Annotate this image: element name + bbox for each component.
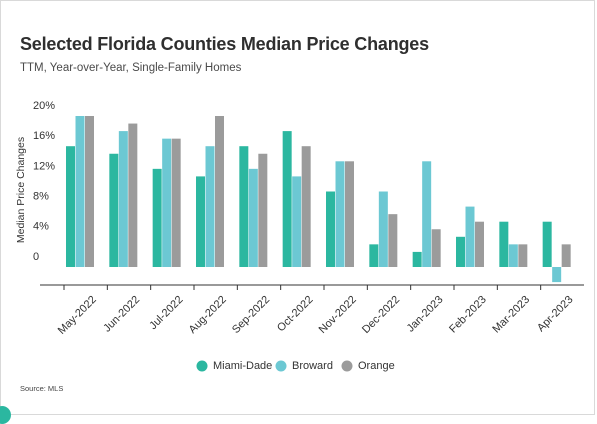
bar-miami-dade-may-2022 bbox=[66, 146, 75, 267]
legend-label: Orange bbox=[358, 360, 395, 372]
chart-title: Selected Florida Counties Median Price C… bbox=[20, 34, 429, 54]
bar-broward-mar-2023 bbox=[508, 244, 518, 267]
bar-orange-jan-2023 bbox=[431, 229, 441, 267]
bar-broward-aug-2022 bbox=[205, 146, 215, 267]
y-tick-label: 12% bbox=[33, 160, 55, 172]
legend-label: Miami-Dade bbox=[213, 360, 272, 372]
bar-miami-dade-oct-2022 bbox=[282, 131, 292, 267]
x-tick-label: Jun-2022 bbox=[101, 294, 142, 335]
bar-orange-mar-2023 bbox=[518, 244, 528, 267]
brand-dot bbox=[0, 406, 11, 424]
bar-orange-aug-2022 bbox=[215, 116, 224, 267]
bar-miami-dade-nov-2022 bbox=[326, 191, 335, 267]
bar-miami-dade-dec-2022 bbox=[369, 244, 379, 267]
x-tick-label: Jan-2023 bbox=[405, 294, 446, 335]
bar-broward-oct-2022 bbox=[292, 176, 302, 267]
bar-miami-dade-feb-2023 bbox=[456, 236, 465, 267]
bar-orange-dec-2022 bbox=[388, 214, 398, 267]
bar-orange-nov-2022 bbox=[345, 161, 354, 267]
bar-orange-feb-2023 bbox=[475, 221, 484, 267]
legend: Miami-Dade Broward Orange bbox=[196, 360, 395, 372]
y-tick-label: 20% bbox=[33, 100, 55, 112]
bar-miami-dade-sep-2022 bbox=[239, 146, 249, 267]
bar-orange-apr-2023 bbox=[561, 244, 571, 267]
legend-swatch-miami-dade bbox=[196, 360, 208, 372]
legend-label: Broward bbox=[292, 360, 333, 372]
bar-orange-jun-2022 bbox=[128, 123, 138, 267]
bar-miami-dade-jul-2022 bbox=[152, 168, 162, 267]
bar-broward-jan-2023 bbox=[422, 161, 432, 267]
x-tick-label: May-2022 bbox=[56, 294, 99, 337]
x-tick-label: Mar-2023 bbox=[490, 294, 532, 336]
y-axis: 0 4% 8% 12% 16% 20% bbox=[33, 100, 55, 263]
bar-miami-dade-jun-2022 bbox=[109, 153, 119, 267]
bar-miami-dade-jan-2023 bbox=[412, 251, 422, 267]
bar-orange-may-2022 bbox=[85, 116, 94, 267]
x-tick-label: Dec-2022 bbox=[360, 294, 402, 336]
bar-miami-dade-mar-2023 bbox=[499, 221, 509, 267]
bars bbox=[66, 116, 571, 283]
bar-orange-sep-2022 bbox=[258, 153, 268, 267]
x-axis: May-2022 Jun-2022 Jul-2022 Aug-2022 Sep-2022… bbox=[40, 284, 584, 337]
legend-swatch-orange bbox=[341, 360, 353, 372]
x-tick-label: Apr-2023 bbox=[535, 294, 575, 334]
bar-orange-oct-2022 bbox=[301, 146, 311, 267]
y-tick-label: 0 bbox=[33, 251, 39, 263]
y-tick-label: 4% bbox=[33, 221, 49, 233]
y-axis-title: Median Price Changes bbox=[15, 137, 27, 243]
bar-broward-nov-2022 bbox=[335, 161, 345, 267]
y-tick-label: 16% bbox=[33, 130, 55, 142]
x-tick-label: Jul-2022 bbox=[147, 294, 185, 332]
bar-broward-apr-2023 bbox=[552, 267, 562, 283]
source-note: Source: MLS bbox=[20, 384, 64, 393]
x-tick-label: Sep-2022 bbox=[230, 294, 272, 336]
y-tick-label: 8% bbox=[33, 191, 49, 203]
bar-miami-dade-aug-2022 bbox=[196, 176, 205, 267]
x-tick-label: Oct-2022 bbox=[275, 294, 315, 334]
x-tick-label: Feb-2023 bbox=[447, 294, 489, 336]
bar-broward-may-2022 bbox=[75, 116, 85, 267]
bar-broward-dec-2022 bbox=[378, 191, 388, 267]
x-tick-label: Nov-2022 bbox=[317, 294, 359, 336]
bar-broward-jun-2022 bbox=[118, 131, 128, 267]
bar-miami-dade-apr-2023 bbox=[542, 221, 552, 267]
legend-swatch-broward bbox=[275, 360, 287, 372]
bar-broward-feb-2023 bbox=[465, 206, 475, 267]
bar-orange-jul-2022 bbox=[171, 138, 181, 267]
chart-subtitle: TTM, Year-over-Year, Single-Family Homes bbox=[20, 62, 242, 74]
bar-broward-sep-2022 bbox=[248, 168, 258, 267]
x-tick-label: Aug-2022 bbox=[187, 294, 229, 336]
bar-broward-jul-2022 bbox=[162, 138, 172, 267]
